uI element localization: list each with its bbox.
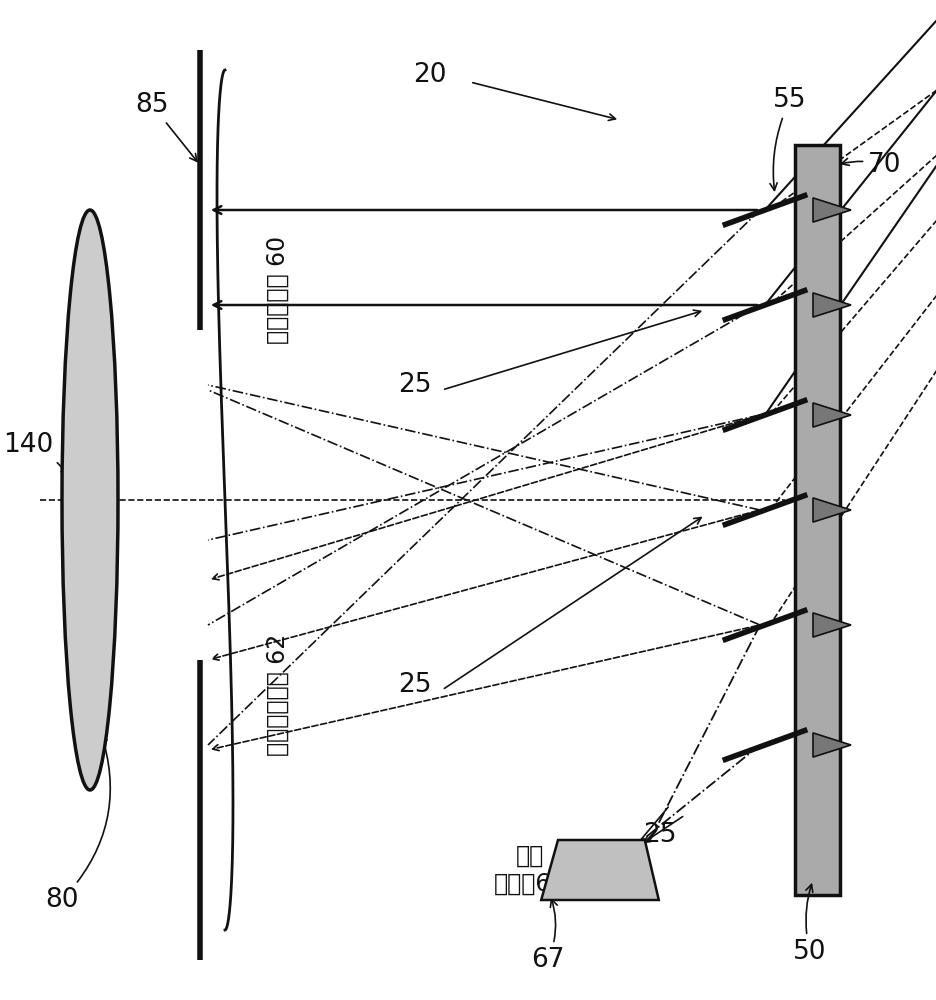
Ellipse shape: [62, 210, 118, 790]
Text: 55: 55: [769, 87, 806, 190]
Text: 25: 25: [398, 672, 431, 698]
Text: 50: 50: [793, 884, 826, 965]
Text: 25: 25: [642, 822, 676, 848]
Text: 20: 20: [413, 62, 446, 88]
Text: 85: 85: [135, 92, 197, 161]
Text: 开启状态光 60: 开启状态光 60: [266, 236, 289, 344]
Polygon shape: [541, 840, 658, 900]
Polygon shape: [812, 293, 850, 317]
Polygon shape: [812, 498, 850, 522]
Text: 80: 80: [45, 734, 110, 913]
Text: 140: 140: [3, 432, 67, 476]
Polygon shape: [812, 198, 850, 222]
Bar: [794, 145, 839, 895]
Text: 70: 70: [841, 152, 900, 178]
Polygon shape: [812, 733, 850, 757]
Text: 67: 67: [531, 899, 564, 973]
Text: 关闭
状态光65: 关闭 状态光65: [493, 844, 565, 896]
Polygon shape: [812, 403, 850, 427]
Text: 25: 25: [398, 372, 431, 398]
Polygon shape: [812, 613, 850, 637]
Text: 无动力状态光 62: 无动力状态光 62: [266, 634, 289, 756]
